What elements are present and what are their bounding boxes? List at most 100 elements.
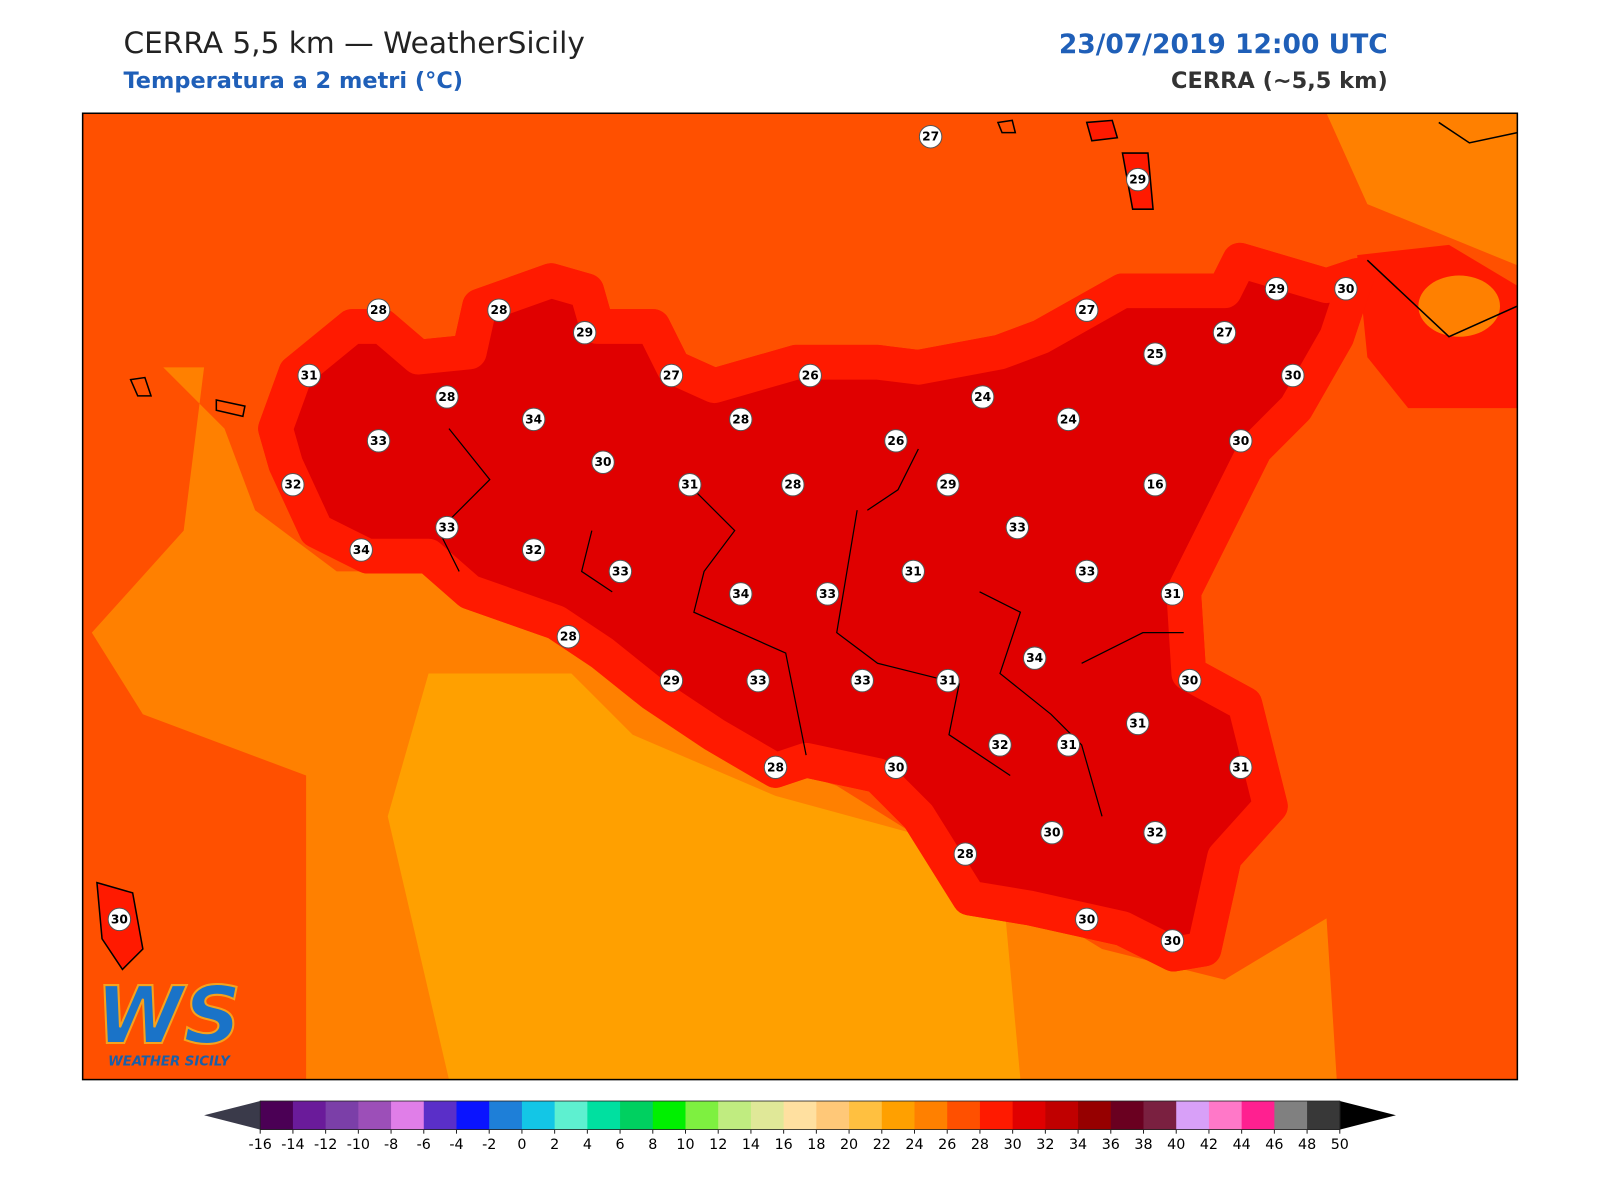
colorbar-label: 2 [550,1137,559,1153]
colorbar-bin [1012,1101,1046,1130]
colorbar-bin [620,1101,654,1130]
station-marker [729,582,753,606]
station-marker [366,429,391,453]
station-marker [1143,472,1167,497]
station-marker [901,559,925,584]
station-value: 30 [1181,674,1198,688]
colorbar-label: -12 [314,1137,337,1153]
colorbar-label: 12 [709,1137,727,1153]
station-marker [1056,733,1081,757]
station: 28 [366,298,391,322]
station-marker [746,668,770,693]
station-marker [781,472,805,497]
station: 28 [435,385,459,409]
colorbar-bin [1241,1101,1275,1130]
station-value: 26 [887,434,904,448]
station: 34 [1022,646,1047,670]
station-marker [435,385,459,409]
colorbar-bin [718,1101,752,1130]
station-marker [815,582,840,606]
station-marker [1075,907,1099,932]
colorbar-label: 4 [583,1137,592,1153]
station-marker [281,472,305,497]
station: 31 [297,363,321,388]
station: 29 [572,320,597,345]
station-marker [608,559,633,584]
station: 33 [815,582,840,606]
station-marker [729,407,753,432]
colorbar-label: -8 [384,1137,398,1153]
station: 30 [1334,277,1358,301]
station-marker [763,755,788,780]
station: 33 [366,429,391,453]
station-value: 29 [1268,282,1285,296]
station-value: 16 [1147,478,1164,492]
station-marker [1143,820,1167,845]
colorbar-label: 40 [1167,1137,1185,1153]
islets [129,119,1017,418]
station-value: 32 [1147,826,1164,840]
colorbar-bin [456,1101,490,1130]
station-value: 32 [284,478,301,492]
station: 33 [435,515,459,540]
station-marker [1126,167,1150,192]
station: 28 [729,407,753,432]
station-value: 30 [1164,934,1181,948]
station-marker [953,842,978,866]
station: 33 [850,668,874,693]
station-marker [970,385,995,409]
colorbar-label: -2 [482,1137,496,1153]
station-marker [366,298,391,322]
colorbar-bin [783,1101,817,1130]
colorbar-label: -6 [417,1137,431,1153]
station-value: 28 [784,478,801,492]
colorbar-bin [849,1101,883,1130]
colorbar-label: 16 [775,1137,793,1153]
station: 30 [1040,820,1064,845]
station-marker [349,538,373,562]
colorbar-label: 44 [1233,1137,1251,1153]
colorbar-bin [881,1101,916,1130]
station-value: 31 [681,478,698,492]
colorbar-label: 22 [873,1137,891,1153]
colorbar-label: 20 [840,1137,858,1153]
station: 28 [953,842,978,866]
station-value: 31 [301,369,318,383]
stations: 27 29 28 28 29 29 30 27 27 31 27 26 25 30 28 24 34 28 24 33… [107,125,1358,953]
station: 28 [487,298,511,322]
station-marker [798,363,822,388]
calabria-coast [1366,121,1518,338]
station-value: 34 [525,412,542,426]
colorbar-label: 0 [517,1137,526,1153]
station-value: 33 [1009,521,1026,535]
station-value: 28 [767,760,784,774]
title: CERRA 5,5 km — WeatherSicily [123,26,584,60]
station: 24 [970,385,995,409]
mild-sea [387,673,1021,1080]
station-marker [850,668,874,693]
station-value: 31 [905,564,922,578]
station: 34 [349,538,373,562]
station-value: 24 [1060,412,1077,426]
colorbar-bin [1045,1101,1079,1130]
station-value: 30 [1337,282,1354,296]
station-marker [1334,277,1358,301]
station-marker [659,668,684,693]
station-value: 28 [438,390,455,404]
station: 30 [1160,929,1185,953]
station-value: 33 [819,587,836,601]
station-value: 31 [1232,760,1249,774]
station-marker [556,625,581,649]
colorbar-bin [391,1101,425,1130]
station-value: 27 [922,130,939,144]
station-marker [884,429,908,453]
station: 26 [884,429,908,453]
colorbar-label: 32 [1036,1137,1054,1153]
station: 33 [1005,515,1030,540]
station-value: 33 [1078,564,1095,578]
station: 34 [521,407,546,432]
station: 30 [591,450,615,474]
station-marker [936,668,960,693]
colorbar-bin [1208,1101,1243,1130]
colorbar-label: 28 [971,1137,989,1153]
